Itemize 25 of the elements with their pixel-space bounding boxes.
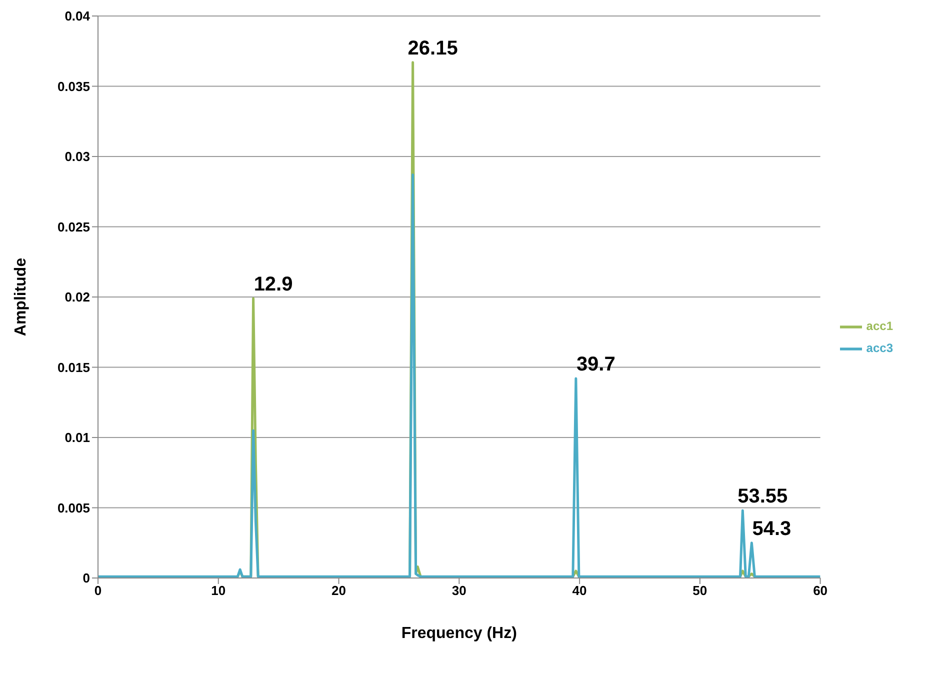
legend-label: acc1 <box>866 319 893 334</box>
y-tick-label: 0.015 <box>57 360 90 375</box>
y-tick-label: 0.035 <box>57 78 90 94</box>
annotation: 39.7 <box>576 353 616 376</box>
x-tick-label: 60 <box>813 583 828 598</box>
y-tick-label: 0 <box>82 570 90 586</box>
y-tick-label: 0.02 <box>64 290 90 305</box>
y-tick-label: 0.03 <box>64 149 90 164</box>
annotation: 54.3 <box>752 518 792 540</box>
annotation: 53.55 <box>738 486 788 508</box>
x-tick-label: 50 <box>692 583 708 598</box>
x-tick-label: 30 <box>452 583 466 598</box>
x-axis-title: Frequency (Hz) <box>401 625 517 642</box>
annotation: 12.9 <box>254 273 293 296</box>
annotation: 26.15 <box>408 37 458 60</box>
y-tick-label: 0.01 <box>64 430 90 446</box>
y-tick-label: 0.025 <box>57 219 90 234</box>
y-tick-label: 0.04 <box>64 8 91 24</box>
y-axis-title: Amplitude <box>12 258 30 336</box>
x-tick-label: 40 <box>572 583 587 598</box>
x-tick-label: 20 <box>332 583 346 598</box>
y-tick-label: 0.005 <box>57 500 90 516</box>
legend-label: acc3 <box>866 341 893 356</box>
x-tick-label: 10 <box>211 583 226 598</box>
x-tick-label: 0 <box>94 583 102 598</box>
